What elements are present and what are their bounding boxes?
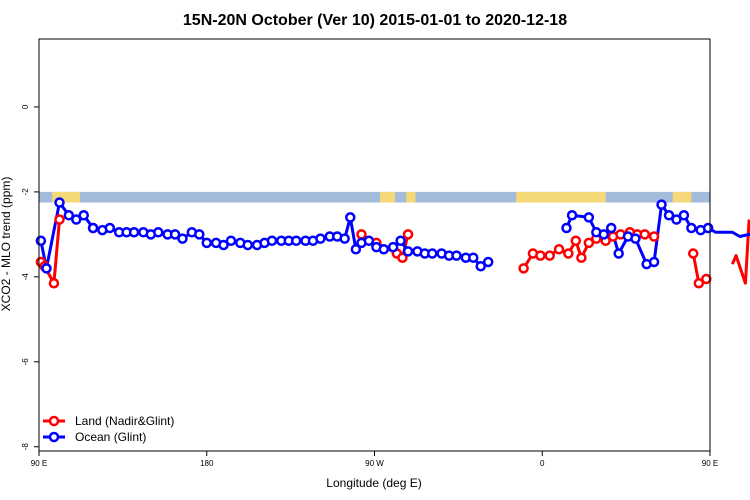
data-point (561, 222, 572, 234)
y-axis: 0 -2 -4 -6 -8 (21, 104, 39, 450)
data-point (315, 233, 326, 244)
data-point (693, 277, 705, 289)
data-point (78, 210, 89, 221)
data-point (544, 250, 555, 261)
data-point (242, 239, 254, 251)
data-point (35, 235, 47, 247)
ocean-band (39, 191, 710, 203)
x-tick-label: 90 E (31, 459, 47, 468)
data-point (566, 210, 578, 221)
land-segment (380, 191, 396, 203)
data-point (475, 260, 486, 272)
data-point (395, 235, 406, 247)
data-point (535, 250, 546, 261)
x-tick-label: 90 E (702, 459, 718, 468)
data-point (363, 235, 375, 247)
data-point (451, 250, 462, 261)
data-point (104, 222, 116, 234)
data-point (686, 222, 697, 234)
data-point (576, 252, 587, 263)
data-point (701, 273, 712, 285)
data-point (648, 231, 660, 242)
data-point (518, 263, 529, 274)
y-tick-label: -4 (21, 273, 30, 281)
x-axis-title: Longitude (deg E) (326, 476, 421, 490)
land-ocean-strip (39, 191, 710, 203)
data-point (583, 212, 595, 223)
series-group (35, 197, 750, 289)
data-point (48, 277, 60, 289)
data-point (613, 248, 624, 259)
data-point (194, 229, 205, 240)
legend-marker-land (48, 415, 60, 427)
data-point (128, 227, 140, 238)
data-point (663, 210, 675, 221)
data-point (266, 235, 278, 247)
data-point (639, 229, 651, 240)
x-tick-label: 90 W (365, 459, 384, 468)
data-point (397, 252, 408, 263)
data-point (402, 229, 414, 240)
y-tick-label: -2 (21, 188, 30, 196)
data-point (350, 243, 362, 255)
data-point (687, 248, 699, 259)
data-point (201, 237, 212, 249)
land-segment (52, 191, 81, 203)
x-tick-label: 180 (200, 459, 214, 468)
legend: Land (Nadir&Glint) Ocean (Glint) (43, 414, 174, 444)
data-point (678, 210, 690, 221)
data-point (648, 256, 660, 268)
data-point (87, 222, 99, 234)
x-tick-label: 0 (540, 459, 545, 468)
data-point (482, 256, 494, 268)
data-point (378, 243, 390, 255)
plot-frame (38, 38, 711, 452)
y-tick-label: -6 (21, 358, 30, 366)
data-point (630, 233, 641, 244)
land-segment (406, 191, 416, 203)
legend-label-land: Land (Nadir&Glint) (75, 414, 174, 428)
data-point (225, 235, 237, 247)
data-point (339, 233, 350, 244)
data-point (583, 237, 595, 249)
data-point (702, 222, 714, 234)
data-point (605, 222, 617, 234)
data-point (468, 252, 479, 263)
data-point (218, 239, 229, 251)
data-point (671, 214, 682, 225)
y-axis-title: XCO2 - MLO trend (ppm) (0, 177, 13, 312)
chart-title: 15N-20N October (Ver 10) 2015-01-01 to 2… (183, 12, 567, 29)
data-point (656, 199, 667, 210)
data-point (41, 263, 52, 274)
data-point (402, 246, 414, 257)
data-point (63, 210, 75, 221)
land-segment (516, 191, 606, 203)
data-point (345, 212, 356, 223)
data-point (54, 214, 65, 225)
data-point (598, 229, 610, 240)
legend-marker-ocean (48, 431, 60, 443)
data-point (153, 227, 164, 238)
data-point (177, 233, 188, 244)
y-tick-label: -8 (21, 443, 30, 451)
data-point (169, 229, 181, 240)
data-point (356, 229, 367, 240)
data-point (71, 214, 82, 225)
data-point (54, 197, 65, 208)
x-axis: 90 E 180 90 W 0 90 E (31, 451, 718, 468)
data-point (570, 235, 582, 247)
y-tick-label: 0 (21, 104, 30, 109)
data-point (563, 248, 574, 259)
data-point (427, 248, 438, 259)
data-point (290, 235, 302, 247)
data-point (553, 243, 565, 255)
data-point (387, 241, 399, 253)
land-segment (672, 191, 692, 203)
legend-label-ocean: Ocean (Glint) (75, 430, 146, 444)
